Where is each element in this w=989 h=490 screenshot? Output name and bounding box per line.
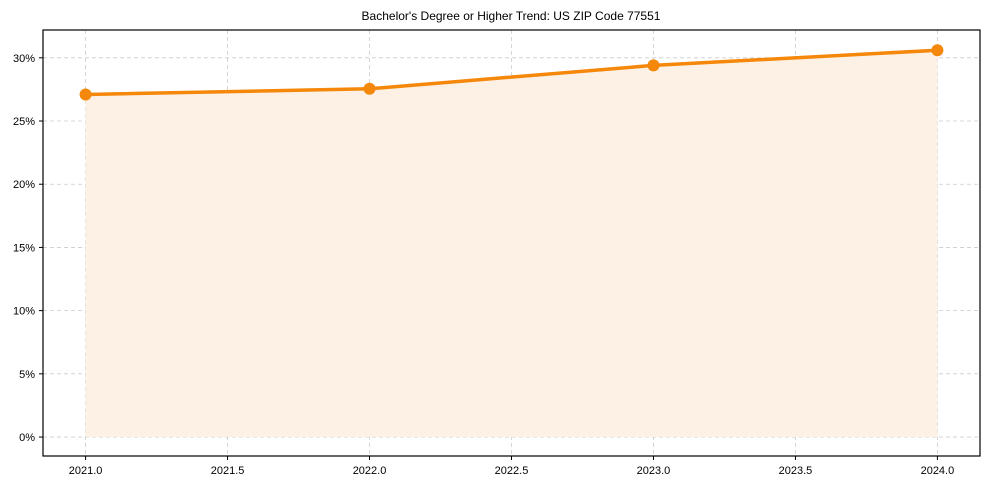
x-tick-label: 2021.0 [69,465,103,477]
x-tick-label: 2022.5 [495,465,529,477]
x-tick-label: 2022.0 [353,465,387,477]
data-point [931,44,944,57]
data-markers [79,44,944,101]
y-tick-label: 0% [19,432,35,444]
data-point [647,59,660,72]
y-tick-label: 25% [13,116,35,128]
y-axis: 0% 5% 10% 15% 20% 25% 30% [13,53,43,444]
y-tick-label: 10% [13,306,35,318]
x-tick-label: 2023.5 [779,465,813,477]
y-tick-label: 5% [19,369,35,381]
data-line [85,48,938,97]
data-point [363,82,376,95]
area-fill [85,50,938,438]
chart-title: Bachelor's Degree or Higher Trend: US ZI… [362,9,661,23]
y-tick-label: 20% [13,179,35,191]
x-axis: 2021.0 2021.5 2022.0 2022.5 2023.0 2023.5 2024… [69,456,954,477]
x-tick-label: 2024.0 [921,465,955,477]
y-tick-label: 30% [13,53,35,65]
x-tick-label: 2023.0 [637,465,671,477]
data-point [79,88,92,101]
x-tick-label: 2021.5 [211,465,245,477]
y-tick-label: 15% [13,242,35,254]
